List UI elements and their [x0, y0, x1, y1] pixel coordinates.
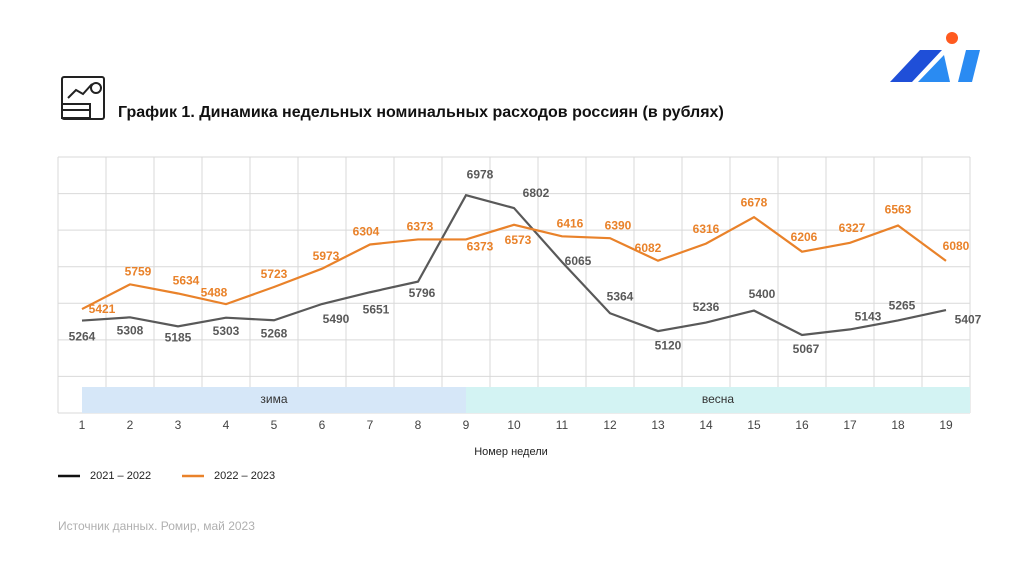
- data-label: 6206: [791, 230, 818, 244]
- data-label: 6373: [407, 220, 434, 234]
- data-label: 5308: [117, 324, 144, 338]
- data-label: 6390: [605, 218, 632, 232]
- title-icon: [61, 76, 105, 120]
- x-tick-label: 16: [795, 418, 809, 432]
- season-band: [466, 387, 970, 413]
- data-label: 6304: [353, 225, 380, 239]
- data-label: 5185: [165, 330, 192, 344]
- x-tick-label: 5: [271, 418, 278, 432]
- x-tick-label: 14: [699, 418, 713, 432]
- data-label: 6563: [885, 203, 912, 217]
- data-label: 6373: [467, 240, 494, 254]
- x-axis-label: Номер недели: [474, 446, 548, 458]
- data-label: 5421: [89, 302, 116, 316]
- data-label: 6416: [557, 216, 584, 230]
- x-tick-label: 11: [556, 418, 569, 432]
- data-label: 6327: [839, 221, 866, 235]
- data-label: 6573: [505, 233, 532, 247]
- data-label: 5796: [409, 286, 436, 300]
- data-label: 5303: [213, 324, 240, 338]
- data-label: 5236: [693, 300, 720, 314]
- x-tick-label: 12: [603, 418, 617, 432]
- season-label: зима: [260, 392, 287, 406]
- data-label: 5364: [607, 289, 634, 303]
- data-label: 6316: [693, 222, 720, 236]
- x-tick-label: 17: [843, 418, 857, 432]
- x-tick-label: 2: [127, 418, 134, 432]
- data-label: 6082: [635, 241, 662, 255]
- chart-title: График 1. Динамика недельных номинальных…: [118, 104, 724, 121]
- data-label: 5634: [173, 274, 200, 288]
- data-label: 5723: [261, 267, 288, 281]
- data-label: 6678: [741, 195, 768, 209]
- data-label: 5400: [749, 287, 776, 301]
- data-label: 5407: [955, 312, 982, 326]
- data-label: 5651: [363, 302, 390, 316]
- data-label: 5067: [793, 342, 820, 356]
- x-tick-label: 6: [319, 418, 326, 432]
- data-label: 5488: [201, 285, 228, 299]
- x-tick-label: 18: [891, 418, 905, 432]
- x-tick-label: 3: [175, 418, 182, 432]
- data-label: 5143: [855, 310, 882, 324]
- x-tick-label: 4: [223, 418, 230, 432]
- series-line: [81, 215, 947, 311]
- data-label: 5268: [261, 326, 288, 340]
- x-tick-label: 7: [367, 418, 374, 432]
- data-label: 6802: [523, 186, 550, 200]
- x-tick-label: 1: [79, 418, 86, 432]
- x-tick-label: 10: [507, 418, 521, 432]
- season-band: [82, 387, 466, 413]
- data-label: 5264: [69, 330, 96, 344]
- x-tick-label: 9: [463, 418, 470, 432]
- legend-label: 2022 – 2023: [214, 470, 275, 482]
- data-label: 6978: [467, 167, 494, 181]
- data-label: 6080: [943, 239, 970, 253]
- x-tick-label: 19: [939, 418, 953, 432]
- x-tick-label: 8: [415, 418, 422, 432]
- data-label: 5120: [655, 338, 682, 352]
- logo: [890, 32, 980, 82]
- data-label: 5265: [889, 299, 916, 313]
- source-note: Источник данных. Ромир, май 2023: [58, 519, 255, 533]
- data-label: 5490: [323, 312, 350, 326]
- data-label: 5973: [313, 249, 340, 263]
- data-label: 6065: [565, 254, 592, 268]
- x-tick-label: 13: [651, 418, 665, 432]
- legend-label: 2021 – 2022: [90, 470, 151, 482]
- season-label: весна: [702, 392, 735, 406]
- x-tick-label: 15: [747, 418, 761, 432]
- series-line: [81, 193, 947, 337]
- data-label: 5759: [125, 265, 152, 279]
